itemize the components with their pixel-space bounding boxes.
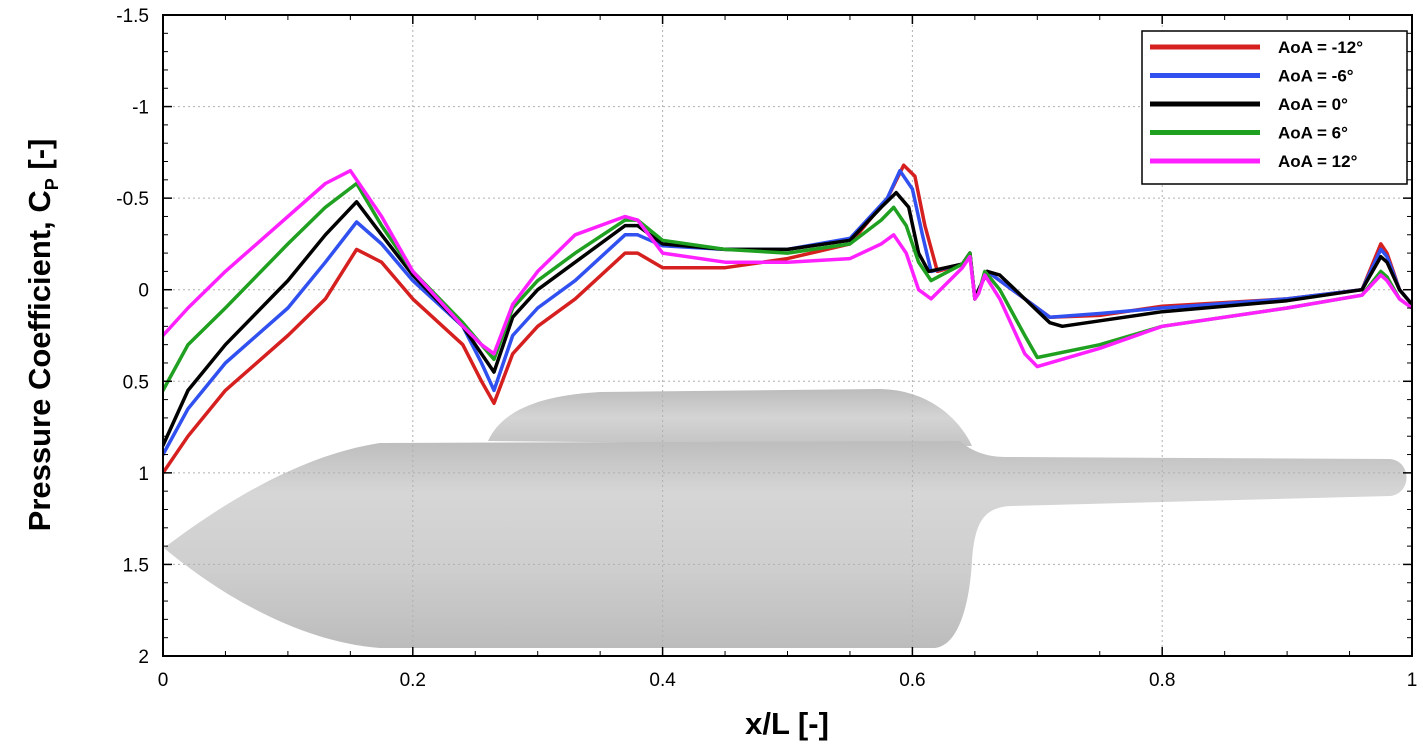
y-axis-title-subscript: P: [42, 178, 62, 190]
hull-silhouette: [164, 389, 1407, 648]
y-tick-label: -0.5: [116, 189, 149, 210]
legend-label-2: AoA = -6°: [1278, 67, 1354, 86]
axis-ticks: 0 0.2 0.4 0.6 0.8 1 -1.5 -1 -0.5 0 0.5 1 1.5 2: [116, 6, 1417, 691]
legend-label-4: AoA = 6°: [1278, 124, 1348, 143]
x-tick-label: 0: [158, 670, 169, 691]
y-axis-title: Pressure Coefficient, CP [-]: [22, 139, 62, 532]
x-tick-label: 0.6: [899, 670, 925, 691]
series-layer: [163, 163, 1412, 475]
y-tick-label: 1: [138, 464, 149, 485]
legend-label-3: AoA = 0°: [1278, 95, 1348, 114]
x-tick-label: 1: [1407, 670, 1418, 691]
legend-label-1: AoA = -12°: [1278, 38, 1363, 57]
y-axis-title-main: Pressure Coefficient, C: [22, 190, 57, 531]
legend: AoA = -12° AoA = -6° AoA = 0° AoA = 6° AoA =…: [1141, 30, 1408, 185]
y-tick-label: 2: [138, 647, 149, 668]
hull-body-shape: [164, 441, 1407, 648]
x-axis-title: x/L [-]: [745, 706, 829, 741]
sail-shape: [488, 389, 972, 446]
x-tick-label: 0.8: [1149, 670, 1175, 691]
series-line-2: [163, 168, 1412, 457]
y-tick-label: 0.5: [123, 372, 149, 393]
y-axis-title-suffix: [-]: [22, 139, 57, 179]
x-tick-label: 0.4: [649, 670, 676, 691]
series-line-5: [163, 168, 1412, 369]
series-line-4: [163, 181, 1412, 393]
x-tick-label: 0.2: [400, 670, 426, 691]
y-tick-label: 1.5: [123, 555, 149, 576]
series-line-3: [163, 190, 1412, 448]
legend-label-5: AoA = 12°: [1278, 152, 1358, 171]
y-tick-label: 0: [138, 281, 149, 302]
y-tick-label: -1.5: [116, 6, 149, 27]
y-tick-label: -1: [132, 98, 149, 119]
